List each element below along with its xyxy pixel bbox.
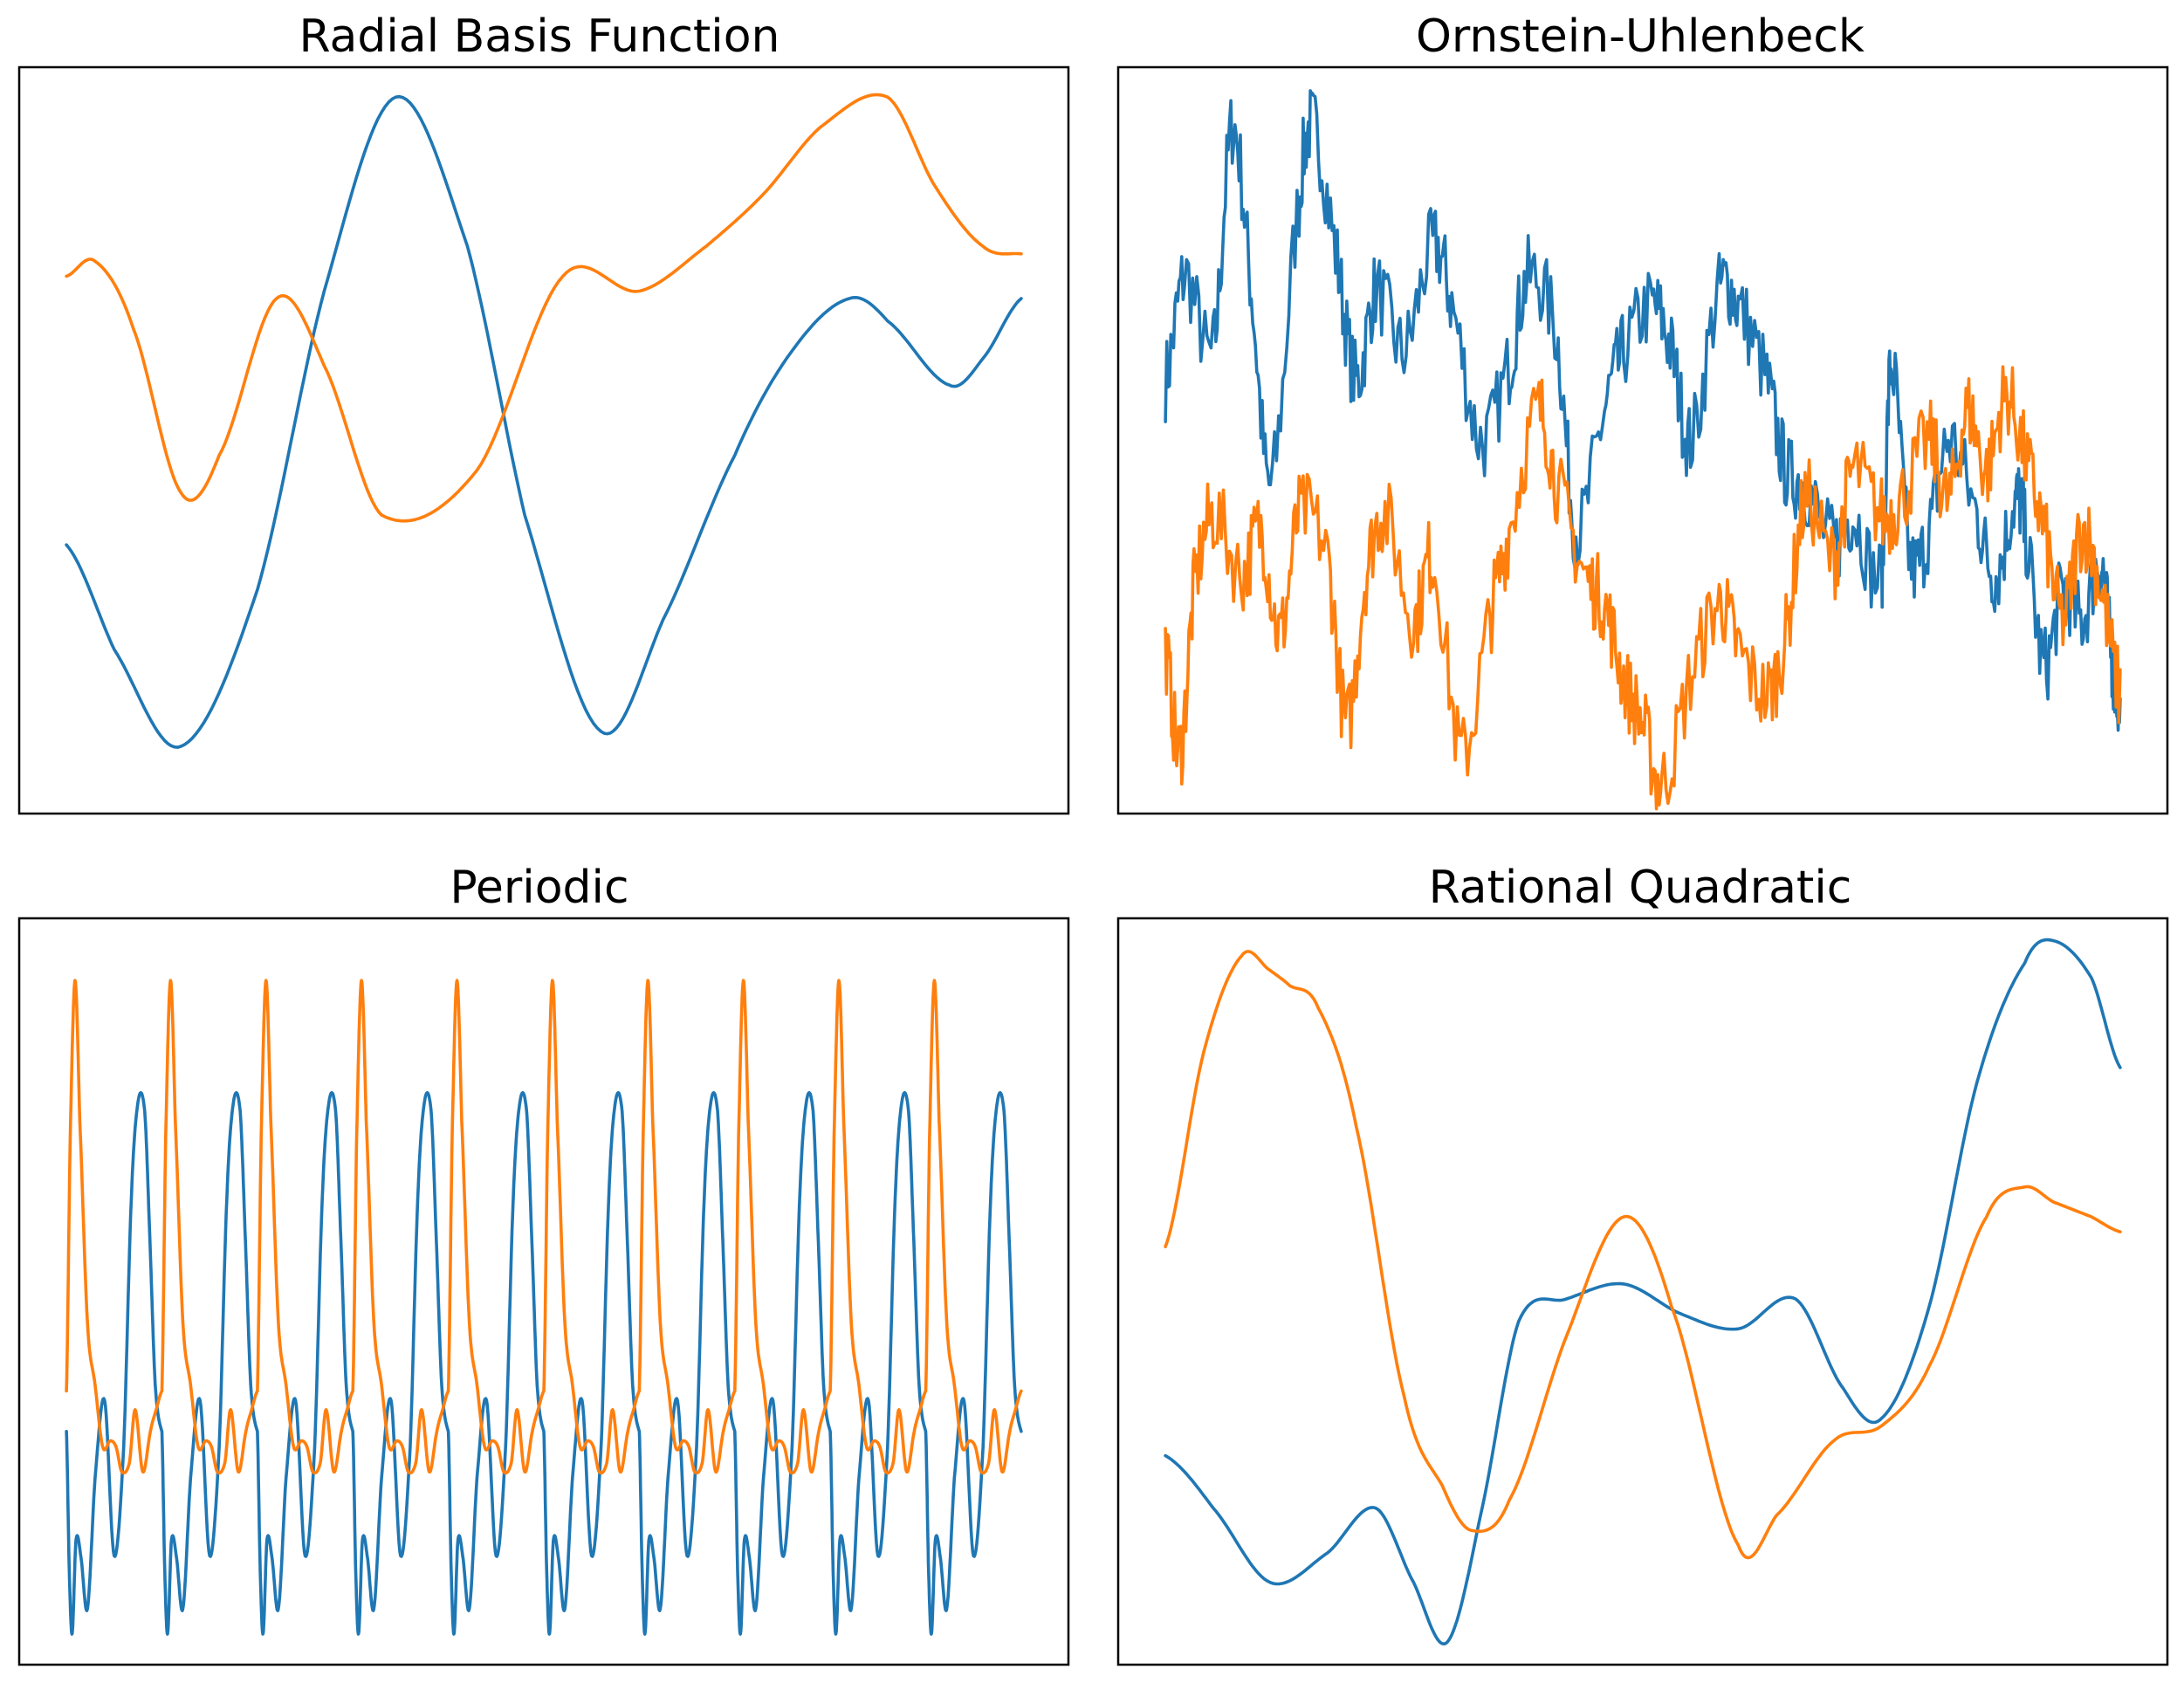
series-2-line (1164, 950, 2122, 1560)
panel-title: Radial Basis Function (299, 10, 780, 63)
plot-area (65, 979, 1023, 1636)
plot-area (1164, 89, 2122, 811)
series-1-line (65, 94, 1023, 749)
series-2-line (65, 93, 1023, 523)
axes-frame (1116, 65, 2169, 815)
panel-title: Rational Quadratic (1429, 862, 1852, 914)
series-1-line (65, 1090, 1023, 1636)
series-1-line (1164, 89, 2122, 732)
axes-frame (17, 917, 1070, 1666)
plot-area (1164, 938, 2122, 1645)
axes-frame (1116, 917, 2169, 1666)
axes-frame (17, 65, 1070, 815)
panel-ornstein-uhlenbeck: Ornstein-Uhlenbeck (1116, 10, 2169, 815)
series-2-line (65, 979, 1023, 1475)
panel-title: Periodic (450, 862, 628, 914)
plot-area (65, 93, 1023, 749)
panel-radial-basis-function: Radial Basis Function (17, 10, 1070, 815)
panel-periodic: Periodic (17, 862, 1070, 1666)
series-2-line (1164, 365, 2122, 811)
panel-title: Ornstein-Uhlenbeck (1416, 10, 1865, 63)
panel-rational-quadratic: Rational Quadratic (1116, 862, 2169, 1666)
series-1-line (1164, 938, 2122, 1645)
